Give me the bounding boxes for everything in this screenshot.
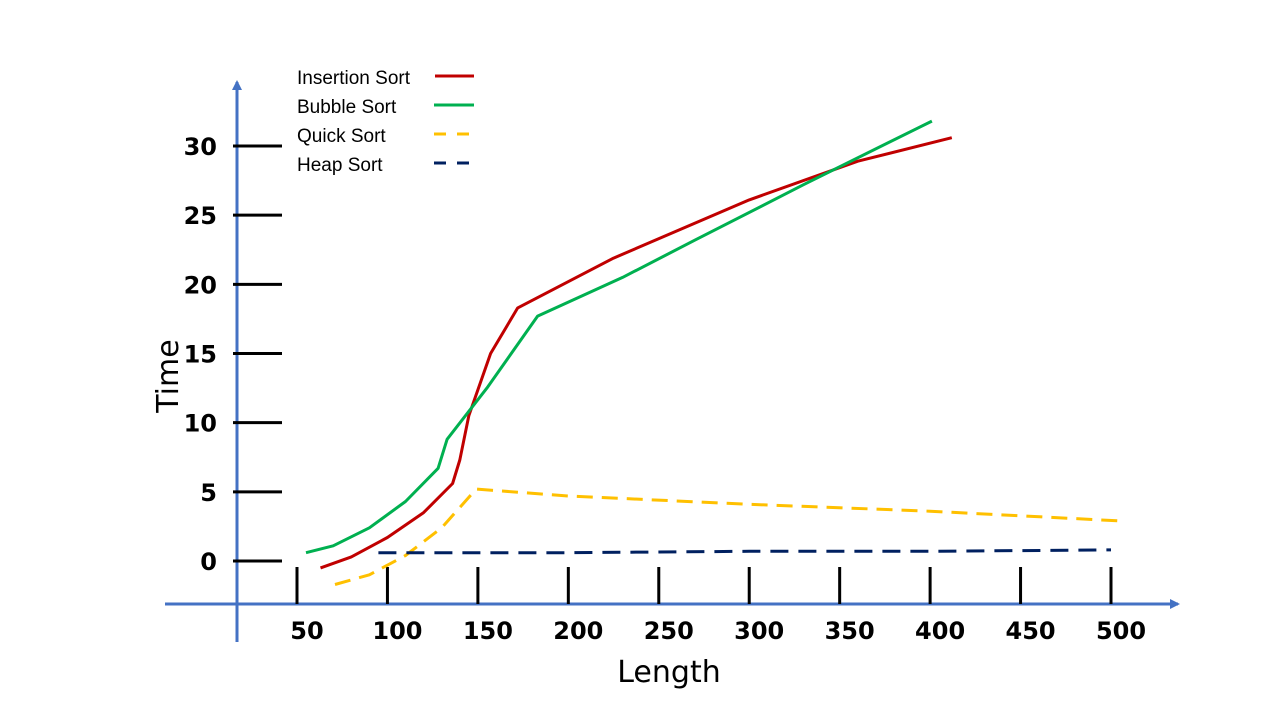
x-tick-label: 400 (915, 617, 965, 645)
legend-label: Heap Sort (297, 155, 383, 176)
legend-label: Quick Sort (297, 126, 386, 147)
y-axis-title: Time (151, 339, 186, 413)
x-axis-title: Length (617, 655, 720, 690)
legend-label: Insertion Sort (297, 68, 411, 89)
y-tick-label: 15 (184, 341, 217, 369)
x-tick-label: 150 (463, 617, 513, 645)
y-tick-label: 25 (184, 202, 217, 230)
series-line-insertion-sort (319, 136, 953, 570)
x-tick-label: 500 (1096, 617, 1146, 645)
x-tick-label: 350 (825, 617, 875, 645)
x-tick-label: 300 (734, 617, 784, 645)
x-tick-label: 450 (1006, 617, 1056, 645)
x-tick-label: 50 (290, 617, 323, 645)
y-tick-label: 0 (200, 548, 217, 576)
x-tick-label: 200 (553, 617, 603, 645)
y-tick-label: 20 (184, 271, 217, 299)
legend-label: Bubble Sort (297, 97, 397, 118)
x-tick-label: 100 (372, 617, 422, 645)
series-line-heap-sort (378, 548, 1112, 555)
y-tick-label: 10 (184, 410, 217, 438)
x-tick-label: 250 (644, 617, 694, 645)
series-line-quick-sort (334, 487, 1121, 586)
series-line-bubble-sort (305, 119, 933, 555)
y-tick-label: 30 (184, 133, 217, 161)
y-tick-label: 5 (200, 479, 217, 507)
